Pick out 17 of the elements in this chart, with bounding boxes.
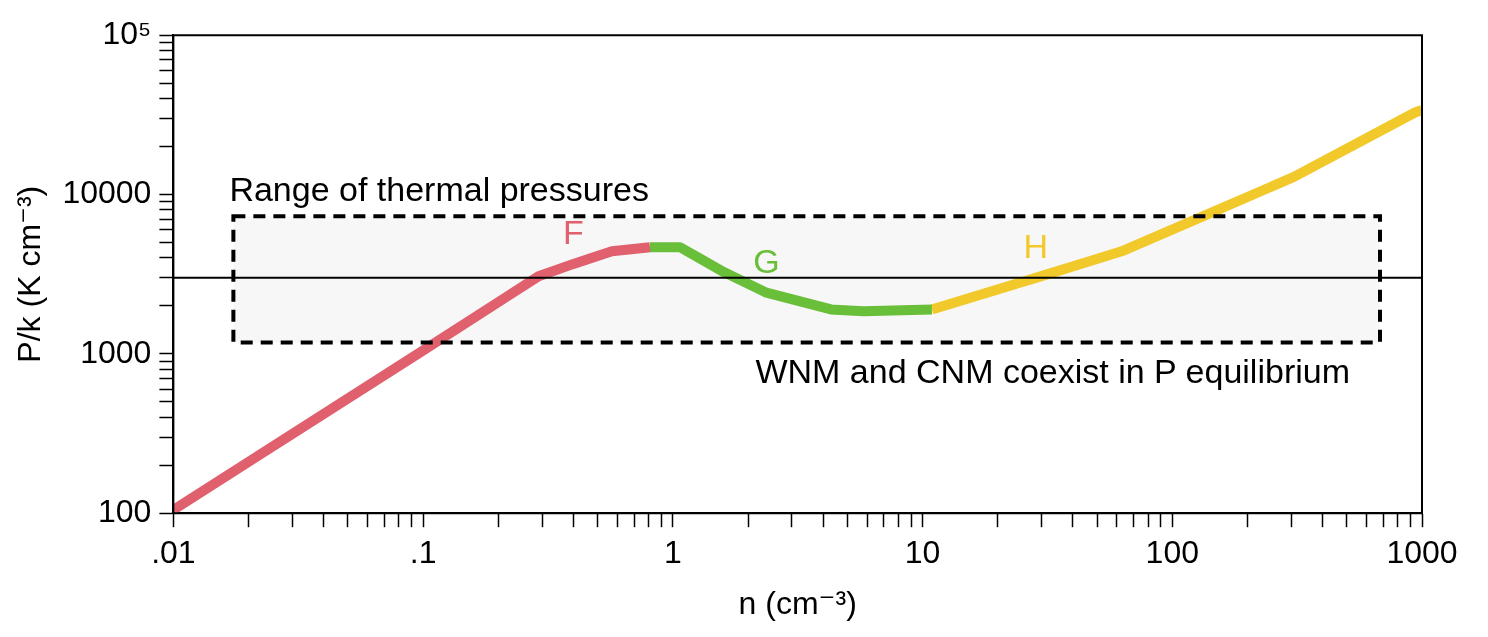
series-label: G bbox=[753, 242, 780, 281]
series-label: F bbox=[563, 213, 584, 252]
y-tick-label: 1000 bbox=[80, 333, 152, 370]
y-tick-label: 10⁵ bbox=[102, 15, 152, 52]
x-tick-label: 1 bbox=[663, 534, 682, 571]
band-label: Range of thermal pressures bbox=[229, 169, 649, 208]
x-tick-label: 10 bbox=[904, 534, 941, 571]
x-tick-label: 1000 bbox=[1386, 534, 1458, 571]
y-axis-title: P/k (K cm⁻³) bbox=[11, 185, 48, 363]
annotation: WNM and CNM coexist in P equilibrium bbox=[755, 351, 1350, 390]
y-tick-label: 10000 bbox=[62, 174, 152, 211]
x-axis-title: n (cm⁻³) bbox=[738, 584, 857, 621]
series-label: H bbox=[1023, 227, 1049, 266]
x-tick-label: .01 bbox=[151, 534, 196, 571]
y-tick-label: 100 bbox=[97, 493, 152, 530]
x-tick-label: 100 bbox=[1145, 534, 1199, 571]
x-tick-label: .1 bbox=[409, 534, 437, 571]
